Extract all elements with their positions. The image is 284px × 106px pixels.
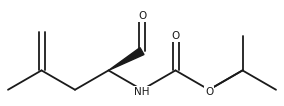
Text: NH: NH [134,87,150,97]
Text: O: O [205,87,213,97]
Text: O: O [138,11,146,21]
Polygon shape [108,48,144,70]
Text: O: O [171,31,179,41]
